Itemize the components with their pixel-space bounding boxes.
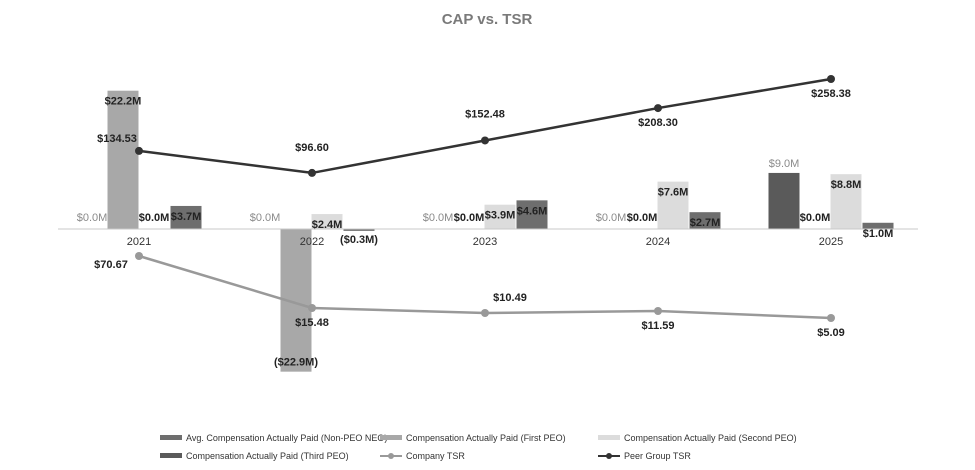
labels-layer: $0.0M$22.2M$0.0M $3.7M $0.0M($22.9M)$2.4M(… (77, 88, 894, 369)
x-tick-label-2025: 2025 (819, 236, 843, 248)
point-peer-group-tsr-2023 (481, 136, 489, 145)
bar-label-compensation-actually-paid-first-peo-2025: $0.0M (800, 212, 831, 224)
x-tick-label-2023: 2023 (473, 236, 497, 248)
bar-label-compensation-actually-paid-second-peo-2021: $0.0M (139, 212, 170, 224)
legend-swatch-compensation-actually-paid-second-peo (598, 435, 620, 440)
bar-label-avg-compensation-actually-paid-non-peo-neo-2022: ($0.3M) (340, 234, 378, 246)
bar-label-compensation-actually-paid-third-peo-2021: $0.0M (77, 212, 108, 224)
point-peer-group-tsr-2022 (308, 168, 316, 177)
legend-label-avg-compensation-actually-paid-non-peo-neo: Avg. Compensation Actually Paid (Non-PEO… (186, 433, 387, 443)
lines-layer (135, 75, 835, 322)
point-label-company-tsr-2025: $5.09 (817, 327, 845, 339)
point-company-tsr-2025 (827, 314, 835, 322)
point-label-company-tsr-2021: $70.67 (94, 259, 128, 271)
bar-label-avg-compensation-actually-paid-non-peo-neo-2025: $1.0M (863, 228, 894, 240)
bar-avg-compensation-actually-paid-non-peo-neo-2025 (862, 222, 894, 229)
legend-swatch-avg-compensation-actually-paid-non-peo-neo (160, 435, 182, 440)
x-tick-label-2022: 2022 (300, 236, 324, 248)
line-peer-group-tsr (138, 77, 832, 175)
bar-avg-compensation-actually-paid-non-peo-neo-2023 (516, 200, 548, 229)
bar-label-avg-compensation-actually-paid-non-peo-neo-2024: $2.7M (690, 217, 721, 229)
bar-label-compensation-actually-paid-first-peo-2023: $0.0M (454, 212, 485, 224)
bar-label-compensation-actually-paid-second-peo-2022: $2.4M (312, 219, 343, 231)
point-company-tsr-2023 (481, 309, 489, 317)
bar-label-compensation-actually-paid-third-peo-2022: $0.0M (250, 212, 281, 224)
point-label-peer-group-tsr-2023: $152.48 (465, 108, 505, 120)
bar-label-compensation-actually-paid-first-peo-2021: $22.2M (105, 96, 142, 108)
point-label-peer-group-tsr-2025: $258.38 (811, 88, 851, 100)
bar-label-compensation-actually-paid-third-peo-2025: $9.0M (769, 158, 800, 170)
bar-compensation-actually-paid-second-peo-2023 (484, 204, 516, 229)
bar-label-avg-compensation-actually-paid-non-peo-neo-2023: $4.6M (517, 205, 548, 217)
line-company-tsr (138, 254, 832, 320)
point-label-company-tsr-2023: $10.49 (493, 292, 527, 304)
bar-label-compensation-actually-paid-third-peo-2024: $0.0M (596, 212, 627, 224)
x-tick-label-2021: 2021 (127, 236, 151, 248)
legend-marker-company-tsr (388, 453, 394, 459)
legend-label-company-tsr: Company TSR (406, 451, 465, 461)
bar-compensation-actually-paid-second-peo-2025 (830, 174, 862, 229)
bar-compensation-actually-paid-first-peo-2021 (107, 90, 139, 229)
point-peer-group-tsr-2025 (827, 75, 835, 83)
point-company-tsr-2021 (135, 252, 143, 260)
legend-swatch-compensation-actually-paid-first-peo (380, 435, 402, 440)
legend-marker-peer-group-tsr (606, 453, 612, 459)
bar-label-compensation-actually-paid-first-peo-2024: $0.0M (627, 212, 658, 224)
bar-label-compensation-actually-paid-first-peo-2022: ($22.9M) (274, 357, 318, 369)
legend-label-compensation-actually-paid-second-peo: Compensation Actually Paid (Second PEO) (624, 433, 797, 443)
bar-compensation-actually-paid-second-peo-2024 (657, 181, 689, 229)
bar-label-compensation-actually-paid-second-peo-2025: $8.8M (831, 179, 862, 191)
point-label-peer-group-tsr-2022: $96.60 (295, 142, 329, 154)
bar-label-compensation-actually-paid-third-peo-2023: $0.0M (423, 212, 454, 224)
point-label-peer-group-tsr-2024: $208.30 (638, 117, 678, 129)
bar-label-compensation-actually-paid-second-peo-2023: $3.9M (485, 210, 516, 222)
bar-avg-compensation-actually-paid-non-peo-neo-2021 (170, 205, 202, 229)
point-peer-group-tsr-2024 (654, 104, 662, 113)
point-label-company-tsr-2022: $15.48 (295, 317, 329, 329)
bar-avg-compensation-actually-paid-non-peo-neo-2022 (343, 229, 375, 231)
bar-avg-compensation-actually-paid-non-peo-neo-2024 (689, 212, 721, 229)
legend-swatch-compensation-actually-paid-third-peo (160, 453, 182, 458)
legend: Avg. Compensation Actually Paid (Non-PEO… (160, 433, 797, 461)
point-label-peer-group-tsr-2021: $134.53 (97, 133, 137, 145)
point-company-tsr-2024 (654, 307, 662, 315)
bars-layer (107, 90, 894, 372)
x-tick-label-2024: 2024 (646, 236, 670, 248)
bar-label-compensation-actually-paid-second-peo-2024: $7.6M (658, 187, 689, 199)
legend-label-compensation-actually-paid-third-peo: Compensation Actually Paid (Third PEO) (186, 451, 349, 461)
point-peer-group-tsr-2021 (135, 146, 143, 155)
bar-label-avg-compensation-actually-paid-non-peo-neo-2021: $3.7M (171, 211, 202, 223)
bar-compensation-actually-paid-third-peo-2025 (768, 172, 800, 229)
point-label-company-tsr-2024: $11.59 (641, 320, 674, 332)
chart-title: CAP vs. TSR (442, 11, 533, 28)
legend-label-peer-group-tsr: Peer Group TSR (624, 451, 691, 461)
bar-compensation-actually-paid-second-peo-2022 (311, 214, 343, 229)
legend-label-compensation-actually-paid-first-peo: Compensation Actually Paid (First PEO) (406, 433, 566, 443)
point-company-tsr-2022 (308, 304, 316, 312)
